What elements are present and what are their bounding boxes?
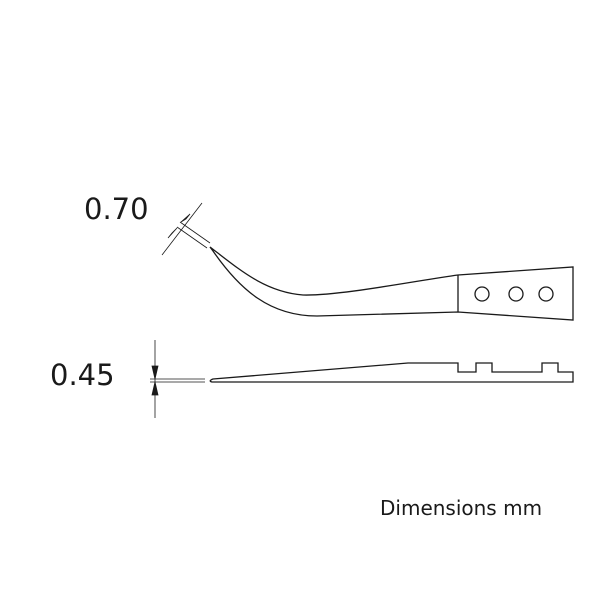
grip-hole (474, 286, 490, 302)
tip-width-label: 0.70 (84, 192, 149, 226)
grip-hole (508, 286, 524, 302)
grip-hole (538, 286, 554, 302)
tip-thickness-dimension-lines (150, 340, 205, 418)
tweezer-side-view-outline (209, 362, 574, 383)
tip-thickness-label: 0.45 (50, 358, 115, 392)
units-label: Dimensions mm (380, 496, 543, 520)
tip-width-dimension-lines (161, 202, 211, 256)
tweezer-top-view-outline (209, 246, 574, 321)
